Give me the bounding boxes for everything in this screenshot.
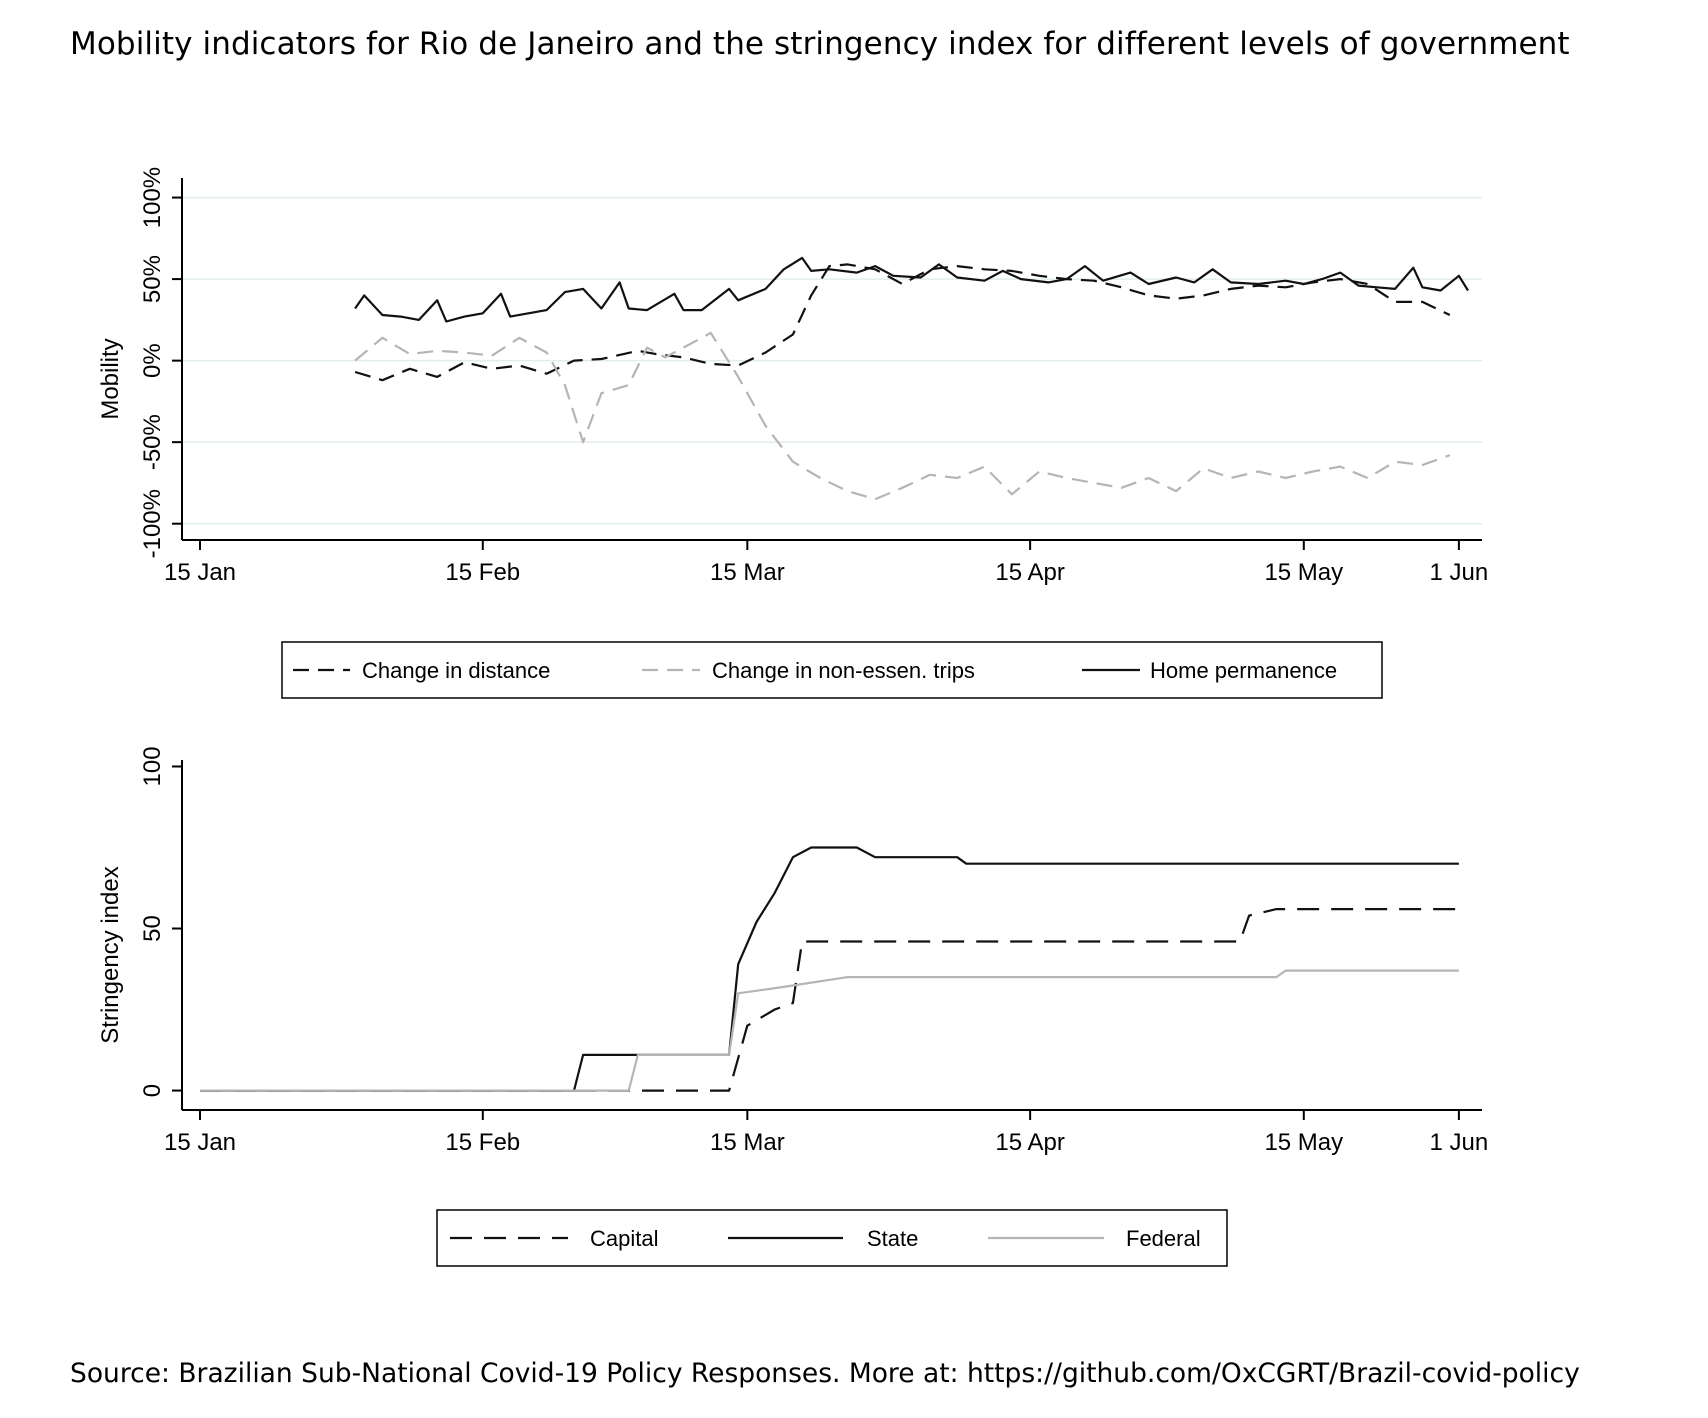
chart-panel-2: 0 50 100 15 Jan 15 Feb 15 Mar 15 Apr 15 May 1 Ju… <box>97 746 1489 1267</box>
x-tick-label: 15 Mar <box>710 559 785 586</box>
legend-box <box>281 641 1383 699</box>
legend-label: Capital <box>590 1226 658 1251</box>
y-tick-label: 100% <box>139 167 166 228</box>
legend-label: Home permanence <box>1150 658 1337 683</box>
x-tick-label: 15 Jan <box>164 1129 236 1156</box>
chart-panel-1: -100% -50% 0% 50% 100% 15 Jan 15 Feb 15 Mar 15 A… <box>97 167 1489 699</box>
series-line-state <box>200 846 1459 1092</box>
legend-label: Change in non-essen. trips <box>712 658 975 683</box>
y-axis-label: Stringency index <box>97 866 124 1043</box>
source-note: Source: Brazilian Sub-National Covid-19 … <box>70 1358 1580 1389</box>
series-line-capital <box>200 908 1459 1092</box>
x-tick-label: 15 Feb <box>445 1129 520 1156</box>
x-tick-label: 1 Jun <box>1430 559 1489 586</box>
y-tick-label: 50 <box>139 915 166 942</box>
series-line-federal <box>200 969 1459 1092</box>
x-tick-label: 15 May <box>1264 1129 1343 1156</box>
series-line-change-in-non-essen-trips <box>354 331 1451 501</box>
figure-title: Mobility indicators for Rio de Janeiro a… <box>70 26 1570 62</box>
legend-label: Federal <box>1126 1226 1201 1251</box>
y-tick-label: 50% <box>139 255 166 303</box>
x-tick-label: 15 Mar <box>710 1129 785 1156</box>
x-tick-label: 15 Apr <box>995 559 1064 586</box>
x-tick-label: 15 Feb <box>445 559 520 586</box>
x-tick-label: 1 Jun <box>1430 1129 1489 1156</box>
legend-label: State <box>867 1226 918 1251</box>
x-tick-label: 15 Jan <box>164 559 236 586</box>
legend: Capital State Federal <box>436 1209 1228 1267</box>
y-tick-label: -100% <box>139 489 166 558</box>
series-line-home-permanence <box>354 256 1469 323</box>
series-line-change-in-distance <box>354 263 1451 382</box>
x-tick-label: 15 Apr <box>995 1129 1064 1156</box>
y-axis-label: Mobility <box>97 338 124 419</box>
y-tick-label: 0% <box>139 343 166 378</box>
y-tick-label: -50% <box>139 414 166 470</box>
x-tick-label: 15 May <box>1264 559 1343 586</box>
y-tick-label: 100 <box>139 746 166 786</box>
y-tick-label: 0 <box>139 1084 166 1097</box>
legend-label: Change in distance <box>362 658 550 683</box>
legend: Change in distance Change in non-essen. t… <box>281 641 1383 699</box>
